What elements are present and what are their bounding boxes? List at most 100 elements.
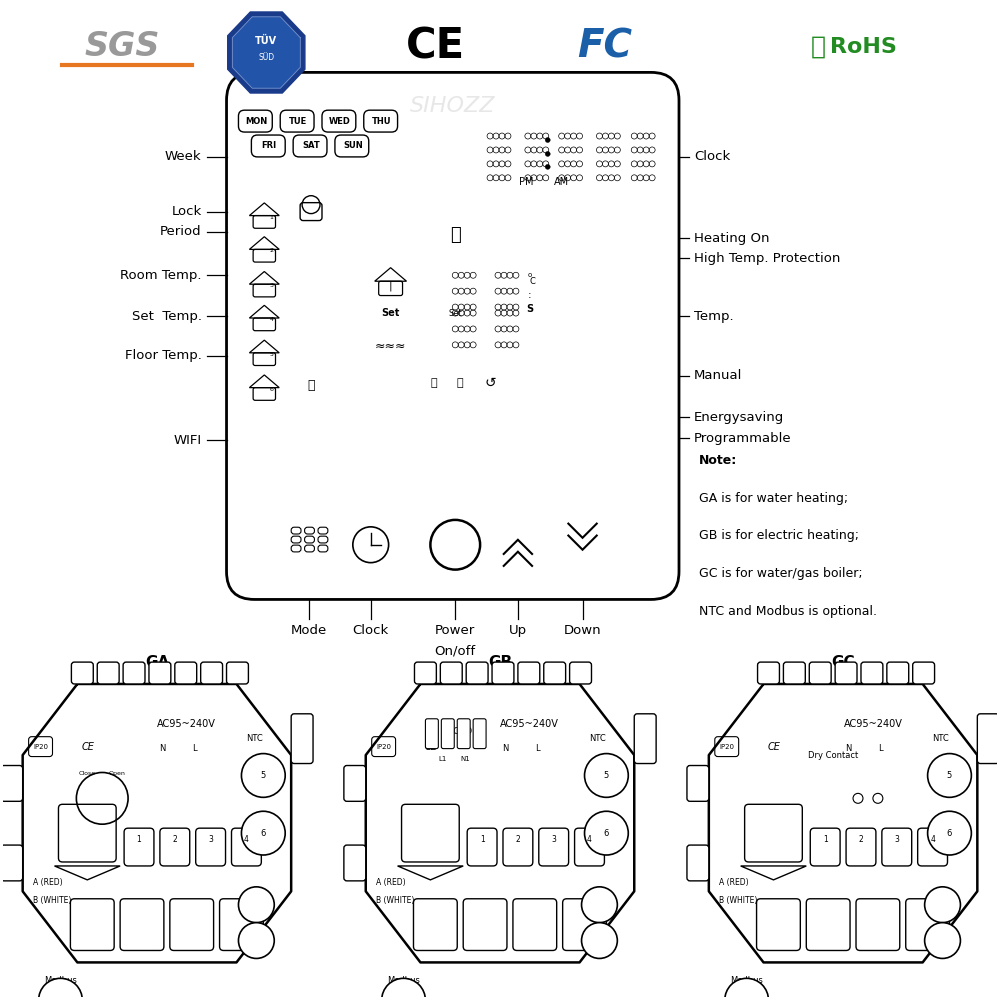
FancyBboxPatch shape: [634, 714, 656, 764]
Text: SAT: SAT: [302, 141, 320, 150]
Circle shape: [382, 978, 425, 1000]
Text: WED: WED: [329, 117, 351, 126]
Circle shape: [238, 887, 274, 923]
FancyBboxPatch shape: [513, 899, 557, 950]
FancyBboxPatch shape: [563, 899, 606, 950]
Text: THU: THU: [372, 117, 391, 126]
Text: Week: Week: [165, 150, 202, 163]
Text: Up: Up: [509, 624, 527, 637]
Text: Modbus: Modbus: [44, 976, 77, 985]
Text: 2: 2: [172, 835, 177, 844]
Text: AM: AM: [554, 177, 569, 187]
Text: Modbus: Modbus: [730, 976, 763, 985]
FancyBboxPatch shape: [544, 662, 566, 684]
Text: L1: L1: [438, 756, 447, 762]
Text: Set  Temp.: Set Temp.: [132, 310, 202, 323]
Text: FRI: FRI: [262, 141, 277, 150]
Text: Heating On: Heating On: [694, 232, 769, 245]
FancyBboxPatch shape: [291, 714, 313, 764]
FancyBboxPatch shape: [918, 828, 948, 866]
FancyBboxPatch shape: [492, 662, 514, 684]
Text: CE: CE: [768, 742, 781, 752]
Text: Manual: Manual: [694, 369, 742, 382]
Text: GC: GC: [831, 655, 855, 670]
Circle shape: [585, 811, 628, 855]
Circle shape: [39, 978, 82, 1000]
Circle shape: [582, 923, 617, 958]
Text: Clock: Clock: [694, 150, 730, 163]
Text: L: L: [192, 744, 197, 753]
FancyBboxPatch shape: [97, 662, 119, 684]
FancyBboxPatch shape: [887, 662, 909, 684]
Text: NTC and Modbus is optional.: NTC and Modbus is optional.: [699, 605, 877, 618]
Text: Power: Power: [435, 624, 475, 637]
Text: N: N: [845, 744, 851, 753]
Polygon shape: [232, 17, 300, 88]
FancyBboxPatch shape: [518, 662, 540, 684]
Text: CE: CE: [406, 26, 465, 68]
FancyBboxPatch shape: [806, 899, 850, 950]
Text: FC: FC: [577, 28, 632, 66]
Circle shape: [853, 793, 863, 803]
Circle shape: [238, 923, 274, 958]
Text: 4: 4: [587, 835, 592, 844]
Text: 4: 4: [270, 317, 274, 322]
FancyBboxPatch shape: [175, 662, 197, 684]
FancyBboxPatch shape: [783, 662, 805, 684]
Text: 5: 5: [947, 771, 952, 780]
Text: Set: Set: [381, 308, 400, 318]
Text: 4: 4: [930, 835, 935, 844]
Text: B (WHITE): B (WHITE): [33, 896, 71, 905]
FancyBboxPatch shape: [124, 828, 154, 866]
FancyBboxPatch shape: [575, 828, 604, 866]
FancyBboxPatch shape: [440, 662, 462, 684]
FancyBboxPatch shape: [539, 828, 569, 866]
Text: Programmable: Programmable: [694, 432, 792, 445]
Text: 5: 5: [604, 771, 609, 780]
Text: ⏰: ⏰: [457, 378, 464, 388]
Text: GA: GA: [145, 655, 169, 670]
FancyBboxPatch shape: [1, 845, 23, 881]
Text: Down: Down: [564, 624, 601, 637]
FancyBboxPatch shape: [120, 899, 164, 950]
Text: 2: 2: [270, 248, 274, 253]
FancyBboxPatch shape: [413, 899, 457, 950]
FancyBboxPatch shape: [758, 662, 779, 684]
FancyBboxPatch shape: [467, 828, 497, 866]
Text: 📶: 📶: [307, 379, 315, 392]
Text: 1: 1: [270, 215, 274, 220]
Text: Temp.: Temp.: [694, 310, 734, 323]
Text: GA is for water heating;: GA is for water heating;: [699, 492, 848, 505]
FancyBboxPatch shape: [149, 662, 171, 684]
Text: CE: CE: [425, 742, 438, 752]
Circle shape: [545, 151, 550, 156]
Text: ↺: ↺: [484, 376, 496, 390]
Text: TUE: TUE: [289, 117, 307, 126]
Text: o: o: [528, 272, 532, 278]
Polygon shape: [366, 684, 634, 962]
Text: Lock: Lock: [171, 205, 202, 218]
Text: C: C: [530, 277, 536, 286]
Text: L: L: [879, 744, 883, 753]
Text: Mode: Mode: [291, 624, 327, 637]
FancyBboxPatch shape: [227, 662, 248, 684]
Text: A (RED): A (RED): [33, 878, 62, 887]
Text: High Temp. Protection: High Temp. Protection: [694, 252, 840, 265]
Text: IP20: IP20: [33, 744, 48, 750]
Text: 2: 2: [516, 835, 520, 844]
FancyBboxPatch shape: [227, 72, 679, 599]
Circle shape: [76, 772, 128, 824]
FancyBboxPatch shape: [425, 719, 438, 749]
Text: 6: 6: [604, 829, 609, 838]
Text: 1: 1: [823, 835, 828, 844]
FancyBboxPatch shape: [71, 662, 93, 684]
FancyBboxPatch shape: [457, 719, 470, 749]
Circle shape: [545, 138, 550, 142]
Text: Modbus: Modbus: [387, 976, 420, 985]
Circle shape: [241, 754, 285, 797]
FancyBboxPatch shape: [344, 766, 366, 801]
Text: On/off: On/off: [435, 644, 476, 657]
FancyBboxPatch shape: [503, 828, 533, 866]
Text: 6: 6: [261, 829, 266, 838]
Text: 2: 2: [859, 835, 863, 844]
